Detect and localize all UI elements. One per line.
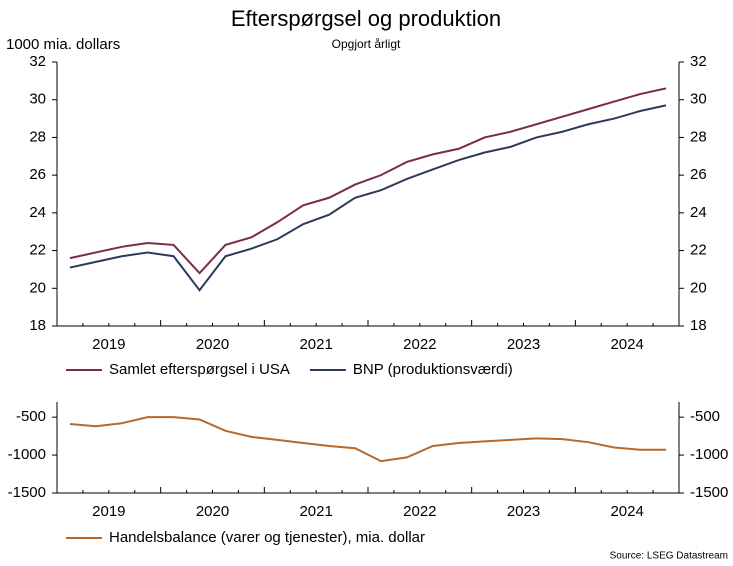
y-tick-label: 18 xyxy=(29,317,46,334)
subtitle: Opgjort årligt xyxy=(332,37,401,51)
y-axis-label: 1000 mia. dollars xyxy=(6,36,120,53)
x-tick-label: 2019 xyxy=(92,336,125,353)
data-line xyxy=(69,416,667,463)
y-tick-label: 30 xyxy=(29,91,46,108)
y-tick-label: 28 xyxy=(690,128,707,145)
data-line xyxy=(69,104,667,292)
legend-label: BNP (produktionsværdi) xyxy=(353,361,513,378)
chart-title: Efterspørgsel og produktion xyxy=(231,6,501,31)
y-tick-label: 26 xyxy=(690,166,707,183)
y-tick-label: 18 xyxy=(690,317,707,334)
data-line xyxy=(69,87,667,275)
x-tick-label: 2024 xyxy=(610,503,643,520)
x-tick-label: 2022 xyxy=(403,503,436,520)
y-tick-label: 28 xyxy=(29,128,46,145)
y-tick-label: 24 xyxy=(29,204,46,221)
x-tick-label: 2024 xyxy=(610,336,643,353)
y-tick-label: 30 xyxy=(690,91,707,108)
y-tick-label: 26 xyxy=(29,166,46,183)
y-tick-label: -1000 xyxy=(690,446,728,463)
x-tick-label: 2020 xyxy=(196,503,229,520)
y-tick-label: 32 xyxy=(690,53,707,70)
y-tick-label: -1000 xyxy=(8,446,46,463)
x-tick-label: 2019 xyxy=(92,503,125,520)
y-tick-label: -500 xyxy=(690,408,720,425)
y-tick-label: 22 xyxy=(690,242,707,259)
source-note: Source: LSEG Datastream xyxy=(610,551,728,562)
y-tick-label: -1500 xyxy=(8,484,46,501)
x-tick-label: 2023 xyxy=(507,336,540,353)
y-tick-label: -1500 xyxy=(690,484,728,501)
y-tick-label: -500 xyxy=(16,408,46,425)
y-tick-label: 20 xyxy=(690,279,707,296)
x-tick-label: 2022 xyxy=(403,336,436,353)
x-tick-label: 2021 xyxy=(299,503,332,520)
y-tick-label: 24 xyxy=(690,204,707,221)
x-tick-label: 2021 xyxy=(299,336,332,353)
y-tick-label: 32 xyxy=(29,53,46,70)
legend-label: Handelsbalance (varer og tjenester), mia… xyxy=(109,529,425,546)
y-tick-label: 20 xyxy=(29,279,46,296)
legend-label: Samlet efterspørgsel i USA xyxy=(109,361,290,378)
x-tick-label: 2020 xyxy=(196,336,229,353)
x-tick-label: 2023 xyxy=(507,503,540,520)
y-tick-label: 22 xyxy=(29,242,46,259)
